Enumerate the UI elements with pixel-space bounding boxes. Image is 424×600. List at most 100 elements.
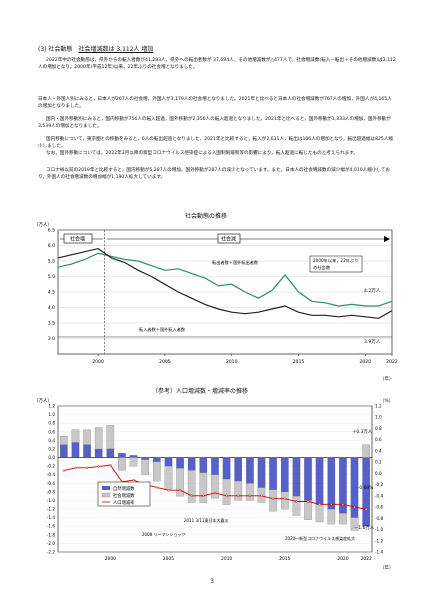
chart1-y-tick: 3.0 <box>48 336 55 342</box>
chart2-bar-natural <box>199 457 208 473</box>
chart2-rate-point <box>330 503 333 506</box>
page-number: 3 <box>210 578 214 585</box>
chart2-rate-point <box>295 500 298 503</box>
chart2-bar-social <box>118 457 126 471</box>
annot-minus: －1.6万人 <box>354 525 375 531</box>
chart2-y2-tick: -0.6 <box>375 505 384 510</box>
chart2-x-tick: 2005 <box>163 556 174 562</box>
chart2-y2-tick: 0.8 <box>375 426 382 431</box>
chart2-rate-point <box>213 491 217 495</box>
chart1-series-line-2 <box>57 247 393 319</box>
chart2-bar-social <box>164 465 173 490</box>
chart2-bar-social <box>315 504 324 523</box>
chart1-y-tick: 5.5 <box>48 259 55 265</box>
chart2-bar-social <box>339 513 347 525</box>
period-label-decrease: 社会減 <box>221 236 236 243</box>
chart2-bar-social <box>234 480 243 501</box>
chart2-bar-natural <box>211 457 219 475</box>
chart2-bar-natural <box>281 457 289 493</box>
chart2-rate-point <box>132 478 135 482</box>
chart2-y-tick: -2.0 <box>47 541 56 546</box>
chart2-y-tick: -1.6 <box>47 524 56 529</box>
value-low-label: 3.9万人 <box>364 339 381 345</box>
chart2-bar-natural <box>292 457 301 497</box>
chart2-bar-natural <box>141 457 150 460</box>
chart2-y-tick: -2.2 <box>47 550 56 555</box>
chart1-x-tick: 2010 <box>226 359 238 365</box>
chart2-bar-natural <box>269 457 277 490</box>
chart2-bar-social <box>94 427 103 450</box>
chart1-x-tick: 2005 <box>159 359 171 365</box>
chart2-bar-natural <box>234 457 243 482</box>
chart2-y2-tick: -1.2 <box>375 538 384 543</box>
chart2-y2-tick: -0.2 <box>375 482 384 487</box>
chart2-bar-natural <box>246 457 254 484</box>
chart2-rate-point <box>271 497 275 500</box>
chart2-y-tick: 1.0 <box>48 412 55 417</box>
chart2-rate-point <box>341 503 345 506</box>
callout-line2: の社会増 <box>313 264 330 271</box>
chart2-rate-point <box>306 500 310 503</box>
chart2-rate-point <box>353 505 356 509</box>
chart2-y-tick: -1.8 <box>47 532 56 537</box>
chart2-x-tick: 2020 <box>337 556 348 562</box>
chart2-bar-social <box>176 468 184 497</box>
chart2-bar-social <box>153 461 161 482</box>
chart1-year-unit: （年） <box>380 375 394 382</box>
chart2-bar-natural <box>362 457 371 527</box>
chart2-bar-natural <box>222 457 231 480</box>
chart2-bar-natural <box>257 457 266 488</box>
chart2-rate-point <box>260 494 263 497</box>
chart1-series-line-1 <box>57 252 393 307</box>
legend-swatch-social <box>101 492 111 498</box>
chart2-bar-natural <box>129 455 138 458</box>
chart2-y2-tick: 0.0 <box>375 471 382 476</box>
value-high-label: 4.2万人 <box>364 288 381 294</box>
population-change-chart: 1.2 1.0 0.8 0.6 0.4 0.2 0.0 -0.2 -0.4 -0.6 -0.8 -1.… <box>34 398 394 571</box>
chart2-bar-social <box>304 500 312 520</box>
chart2-rate-point <box>283 497 286 500</box>
chart2-y2-tick: -1.4 <box>375 550 384 555</box>
chart2-bar-natural <box>83 444 91 458</box>
paragraph-6: コロナ禍以前の2019年と比較すると，国内移動が5,287人の増加，国外移動が2… <box>38 168 390 180</box>
chart2-bar-natural <box>153 457 161 462</box>
chart1-y-tick: 4.0 <box>48 305 55 311</box>
event-2020: 2020～新型コロナウイルス感染症拡大 <box>285 535 355 541</box>
chart2-y-tick: 0.6 <box>48 429 55 434</box>
chart2-bar-natural <box>327 457 336 510</box>
chart2-rate-point <box>237 494 240 497</box>
period-box-left <box>63 233 93 244</box>
chart1-x-tick: 2020 <box>359 359 371 365</box>
chart2-rate-point <box>97 465 100 468</box>
chart2-bar-social <box>246 483 254 501</box>
chart2-y-tick: 1.2 <box>48 404 55 409</box>
chart2-bar-natural <box>176 457 184 469</box>
chart2-bar-natural <box>304 457 312 501</box>
chart2-y-tick: 0.8 <box>48 421 55 426</box>
chart2-y2-tick: 0.2 <box>375 460 382 465</box>
chart2-x-tick: 2010 <box>221 556 232 562</box>
chart2-bar-natural <box>315 457 324 505</box>
chart2-bar-social <box>59 435 68 445</box>
legend-swatch-natural <box>102 486 110 490</box>
chart1-y-tick: 5.0 <box>48 274 55 280</box>
chart2-rate-point <box>190 494 193 497</box>
chart2-bar-natural <box>106 448 115 458</box>
chart2-y-tick: -0.4 <box>47 472 56 477</box>
chart2-bar-social <box>362 444 371 458</box>
chart2-y-tick: -0.2 <box>47 464 56 469</box>
chart2-bar-social <box>129 457 138 467</box>
series-in-label: 転出者数＋国外転出者数 <box>212 259 259 266</box>
period-box-main <box>217 233 241 244</box>
chart2-bar-social <box>350 517 359 531</box>
chart2-y-tick: -1.2 <box>47 507 56 512</box>
chart2-rate-point <box>155 486 159 489</box>
chart1-y-tick: 3.5 <box>48 321 55 327</box>
paragraph-4: 国内移動について，東京圏との移動をみると，0人の転出超過となりました。2021年… <box>38 137 394 149</box>
chart1-x-tick: 2000 <box>92 359 104 365</box>
chart2-y-tick: -1.4 <box>47 515 56 520</box>
chart2-y2-tick: 0.6 <box>375 437 382 442</box>
chart2-bar-social <box>222 478 231 505</box>
chart2-y2-tick: 0.4 <box>375 448 382 453</box>
chart2-title: （参考）人口増減数・増減率の推移 <box>152 388 249 395</box>
